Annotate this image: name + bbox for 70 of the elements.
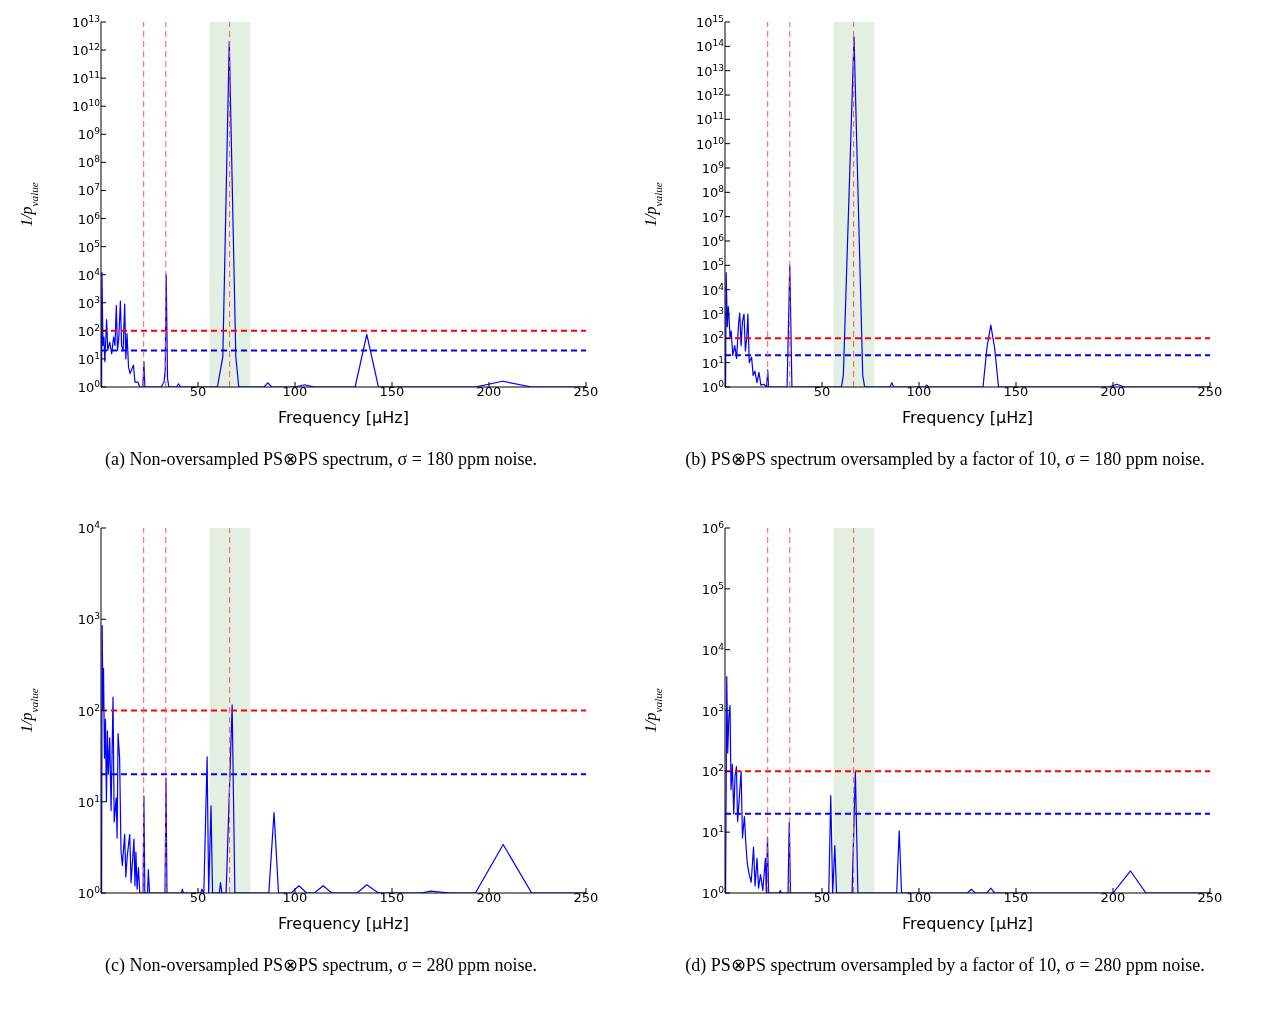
- y-tick-label: 10$^{1}$: [701, 354, 724, 371]
- x-tick-label: 50: [189, 384, 207, 399]
- x-tick-label: 200: [1100, 384, 1126, 399]
- y-tick-label: 10$^{0}$: [77, 379, 101, 395]
- y-tick-label: 10$^{3}$: [701, 306, 725, 322]
- y-tick-label: 10$^{5}$: [701, 257, 724, 274]
- y-tick-label: 10$^{5}$: [77, 238, 100, 255]
- x-tick-label: 150: [379, 890, 405, 905]
- y-tick-label: 10$^{9}$: [701, 160, 725, 176]
- y-tick-label: 10$^{2}$: [701, 763, 724, 780]
- text: (c) Non-oversampled PS⊗PS spectrum, σ = 280 ppm noise.: [104, 954, 538, 976]
- y-tick-label: 10$^{14}$: [695, 38, 725, 55]
- y-tick-label: 10$^{4}$: [77, 266, 101, 283]
- x-tick-label: 150: [1003, 384, 1029, 399]
- x-tick-label: 200: [1100, 890, 1126, 905]
- text: (d) PS⊗PS spectrum oversampled by a factor of 10, σ = 280 ppm noise.: [684, 954, 1206, 976]
- y-tick-label: 10$^{3}$: [77, 294, 101, 311]
- x-axis-title: Frequency [μHz]: [902, 408, 1033, 427]
- y-tick-label: 10$^{8}$: [701, 184, 725, 201]
- y-tick-label: 10$^{2}$: [77, 702, 100, 719]
- x-tick-label: 150: [379, 384, 405, 399]
- x-tick-label: 200: [476, 890, 502, 905]
- y-tick-label: 10$^{12}$: [71, 42, 100, 59]
- x-tick-label: 250: [1197, 890, 1223, 905]
- x-tick-label: 50: [189, 890, 207, 905]
- y-tick-label: 10$^{2}$: [701, 330, 724, 347]
- x-tick-label: 100: [906, 890, 932, 905]
- y-tick-label: 10$^{13}$: [695, 62, 725, 79]
- x-tick-label: 100: [906, 384, 932, 399]
- x-tick-label: 50: [813, 890, 831, 905]
- y-tick-label: 10$^{0}$: [77, 885, 101, 901]
- x-tick-label: 100: [282, 890, 308, 905]
- y-tick-label: 10$^{9}$: [77, 126, 101, 143]
- x-tick-label: 50: [813, 384, 831, 399]
- y-tick-label: 10$^{1}$: [77, 793, 100, 810]
- y-tick-label: 10$^{4}$: [701, 641, 725, 658]
- text: (a) Non-oversampled PS⊗PS spectrum, σ = 180 ppm noise.: [104, 448, 538, 470]
- y-tick-label: 10$^{1}$: [77, 350, 100, 367]
- y-tick-label: 10$^{4}$: [701, 281, 725, 298]
- y-tick-label: 10$^{3}$: [701, 702, 725, 719]
- y-tick-label: 10$^{11}$: [71, 70, 100, 87]
- y-tick-label: 10$^{12}$: [695, 87, 724, 103]
- x-tick-label: 250: [1197, 384, 1223, 399]
- y-tick-label: 10$^{6}$: [701, 233, 725, 249]
- y-tick-label: 10$^{11}$: [695, 111, 724, 128]
- y-tick-label: 10$^{13}$: [71, 14, 101, 30]
- y-tick-label: 10$^{15}$: [695, 14, 724, 30]
- y-tick-label: 10$^{6}$: [77, 210, 101, 227]
- x-tick-label: 250: [573, 384, 599, 399]
- x-tick-label: 150: [1003, 890, 1029, 905]
- y-tick-label: 10$^{10}$: [695, 135, 725, 152]
- y-tick-label: 10$^{0}$: [701, 379, 725, 395]
- y-tick-label: 10$^{2}$: [77, 322, 100, 339]
- y-tick-label: 10$^{0}$: [701, 885, 725, 901]
- y-tick-label: 10$^{5}$: [701, 580, 724, 597]
- x-tick-label: 100: [282, 384, 308, 399]
- y-tick-label: 10$^{1}$: [701, 824, 724, 841]
- y-tick-label: 10$^{6}$: [701, 520, 725, 536]
- text: (b) PS⊗PS spectrum oversampled by a factor of 10, σ = 180 ppm noise.: [684, 448, 1206, 470]
- y-tick-label: 10$^{4}$: [77, 520, 101, 536]
- x-axis-title: Frequency [μHz]: [278, 914, 409, 933]
- y-tick-label: 10$^{10}$: [71, 98, 101, 115]
- x-axis-title: Frequency [μHz]: [278, 408, 409, 427]
- y-tick-label: 10$^{3}$: [77, 611, 101, 628]
- y-tick-label: 10$^{8}$: [77, 154, 101, 171]
- y-tick-label: 10$^{7}$: [77, 182, 101, 199]
- x-tick-label: 250: [573, 890, 599, 905]
- y-tick-label: 10$^{7}$: [701, 208, 725, 225]
- x-axis-title: Frequency [μHz]: [902, 914, 1033, 933]
- x-tick-label: 200: [476, 384, 502, 399]
